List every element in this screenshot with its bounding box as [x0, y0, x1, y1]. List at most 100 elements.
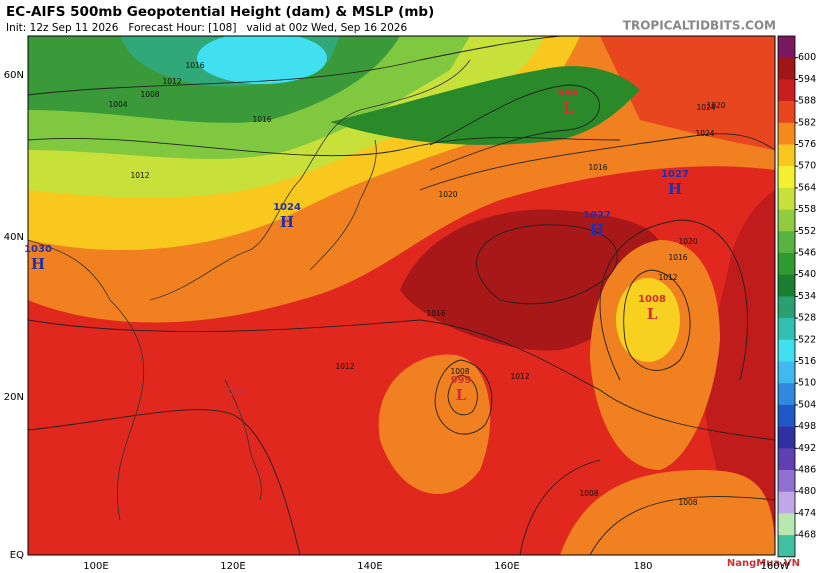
isobar-label: 1024	[696, 103, 715, 112]
lat-label: EQ	[10, 550, 24, 561]
coastline	[224, 379, 262, 501]
isobar	[28, 319, 775, 441]
isobar-label: 1016	[588, 163, 607, 172]
colorbar-segment	[778, 274, 795, 297]
field	[197, 36, 327, 84]
isobar-label: 1012	[335, 362, 354, 371]
pressure-symbol: L	[563, 99, 574, 117]
colorbar-segment	[778, 122, 795, 145]
isobar	[434, 359, 493, 435]
colorbar-segment	[778, 57, 795, 80]
colorbar-label: 546	[798, 248, 816, 259]
pressure-value: 1024	[273, 202, 301, 213]
isobar-label: 1020	[706, 101, 725, 110]
colorbar-label: 528	[798, 313, 816, 324]
isobar	[28, 137, 621, 157]
colorbar-label: 534	[798, 291, 816, 302]
colorbar-label: 564	[798, 182, 816, 193]
colorbar-segment	[778, 426, 795, 449]
pressure-value: 1027	[661, 169, 689, 180]
colorbar-segment	[778, 339, 795, 362]
lon-label: 160W	[761, 561, 790, 572]
colorbar-segment	[778, 448, 795, 471]
colorbar-label: 480	[798, 486, 816, 497]
isobar	[519, 459, 775, 555]
pressure-value: 1008	[638, 294, 666, 305]
colorbar-label: 558	[798, 204, 816, 215]
colorbar-label: 468	[798, 530, 816, 541]
colorbar-segment	[778, 144, 795, 167]
colorbar-segment	[778, 253, 795, 275]
source: TROPICALTIDBITS.COM	[623, 19, 776, 33]
lon-label: 120E	[220, 561, 245, 572]
pressure-symbol: L	[456, 386, 467, 404]
lon-label: 100E	[83, 561, 108, 572]
colorbar-label: 516	[798, 356, 816, 367]
colorbar-segment	[778, 187, 795, 210]
field	[378, 354, 491, 494]
isobar-label: 1020	[678, 237, 697, 246]
isobar-label: 1008	[678, 498, 697, 507]
pressure-symbol: H	[31, 255, 45, 273]
colorbar-segment	[778, 513, 795, 536]
isobar	[623, 269, 691, 371]
isobar-label: 1016	[668, 253, 687, 262]
colorbar-segment	[778, 79, 795, 102]
pressure-value: 998	[558, 88, 579, 99]
colorbar-segment	[778, 491, 795, 514]
colorbar-segment	[778, 101, 795, 124]
lon-label: 160E	[494, 561, 519, 572]
pressure-symbol: L	[647, 305, 658, 323]
colorbar-label: 486	[798, 465, 816, 476]
isobar	[28, 409, 301, 555]
lon-label: 140E	[357, 561, 382, 572]
colorbar-segment	[778, 166, 795, 189]
colorbar-label: 504	[798, 399, 816, 410]
colorbar-segment	[778, 296, 795, 319]
pressure-symbol: H	[280, 213, 294, 231]
pressure-value: 1030	[24, 244, 52, 255]
colorbar-segment	[778, 404, 795, 427]
colorbar-label: 510	[798, 378, 816, 389]
field	[616, 278, 680, 362]
pressure-value: 1009	[220, 387, 248, 398]
colorbar-segment	[778, 209, 795, 232]
colorbar-segment	[778, 383, 795, 406]
isobar-label: 1016	[252, 115, 271, 124]
field	[704, 190, 775, 555]
lat-label: 40N	[4, 232, 24, 243]
field	[600, 36, 775, 150]
colorbar-label: 498	[798, 421, 816, 432]
isobar-label: 1012	[130, 171, 149, 180]
title: EC-AIFS 500mb Geopotential Height (dam) …	[6, 4, 434, 20]
isobar-label: 1012	[510, 372, 529, 381]
isobar	[599, 219, 748, 381]
isobar	[476, 224, 618, 305]
isobar-label: 1020	[438, 190, 457, 199]
pressure-symbol: H	[668, 180, 682, 198]
colorbar-label: 522	[798, 334, 816, 345]
colorbar-segment	[778, 535, 795, 558]
colorbar-label: 570	[798, 161, 816, 172]
colorbar-label: 600	[798, 52, 816, 63]
field	[560, 470, 775, 555]
isobar-label: 1024	[695, 129, 714, 138]
colorbar-label: 540	[798, 269, 816, 280]
colorbar-segment	[778, 36, 795, 58]
colorbar-label: 588	[798, 96, 816, 107]
colorbar-segment	[778, 470, 795, 492]
isobar-label: 1008	[579, 489, 598, 498]
colorbar-label: 594	[798, 74, 816, 85]
colorbar-label: 552	[798, 226, 816, 237]
pressure-value: 1027	[583, 210, 611, 221]
isobar	[429, 84, 600, 171]
lat-label: 60N	[4, 70, 24, 81]
lon-label: 180	[633, 561, 652, 572]
coastline	[28, 59, 471, 521]
colorbar-segment	[778, 318, 795, 341]
pressure-value: 999	[451, 375, 472, 386]
isobar-label: 1016	[426, 309, 445, 318]
isobar-label: 1008	[140, 90, 159, 99]
isobar	[419, 133, 775, 191]
